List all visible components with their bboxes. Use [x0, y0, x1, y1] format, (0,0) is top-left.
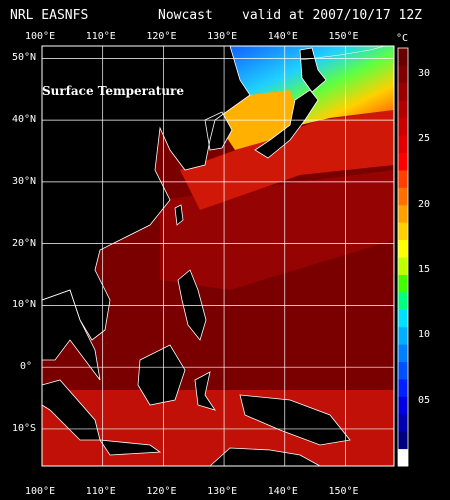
- lat-label: 0°: [20, 361, 33, 373]
- colorbar-swatch: [398, 100, 408, 119]
- colorbar-tick-label: 20: [418, 198, 431, 210]
- land-japan: [255, 90, 318, 158]
- colorbar-tick-label: 30: [418, 68, 431, 80]
- lat-label: 20°N: [12, 237, 37, 249]
- lon-label: 110°E: [85, 31, 116, 42]
- colorbar-swatch: [398, 413, 408, 432]
- land-australia-north: [210, 448, 320, 466]
- lon-label: 140°E: [267, 486, 298, 497]
- land-taiwan: [175, 205, 183, 225]
- land-korea: [205, 112, 232, 150]
- colorbar-frame: [397, 47, 409, 467]
- colorbar-swatch: [398, 204, 408, 223]
- lat-label: 40°N: [12, 114, 37, 126]
- lon-label: 140°E: [267, 31, 298, 42]
- lon-label: 110°E: [85, 486, 116, 497]
- colorbar-swatch: [398, 117, 408, 136]
- lon-label: 120°E: [146, 31, 177, 42]
- colorbar-swatch: [398, 344, 408, 362]
- colorbar-swatch: [398, 431, 408, 450]
- lon-label: 150°E: [328, 486, 359, 497]
- land-sumatra: [42, 380, 100, 440]
- lon-label: 100°E: [25, 31, 56, 42]
- colorbar-swatch: [398, 152, 408, 171]
- colorbar-tick-label: 15: [418, 264, 431, 276]
- header-valid-time: valid at 2007/10/17 12Z: [242, 8, 423, 23]
- land-philippines: [178, 270, 206, 340]
- colorbar-swatch: [398, 326, 408, 345]
- colorbar-swatch: [398, 135, 408, 153]
- lat-label: 50°N: [12, 52, 37, 64]
- colorbar-tick-label: 10: [418, 329, 431, 341]
- colorbar-swatch: [398, 65, 408, 84]
- colorbar: [397, 47, 409, 467]
- colorbar-swatch: [398, 309, 408, 328]
- lat-label: 10°S: [12, 422, 37, 434]
- land-new-guinea: [240, 395, 350, 445]
- colorbar-tick-label: 05: [418, 394, 431, 406]
- colorbar-swatch: [398, 82, 408, 101]
- colorbar-swatch: [398, 361, 408, 380]
- colorbar-swatch: [398, 48, 408, 66]
- header-source: NRL EASNFS: [10, 8, 89, 23]
- colorbar-swatch: [398, 274, 408, 293]
- colorbar-tick-label: 25: [418, 133, 431, 145]
- lon-label: 120°E: [146, 486, 177, 497]
- lon-label: 150°E: [328, 31, 359, 42]
- lon-label: 100°E: [25, 486, 56, 497]
- lon-label: 130°E: [207, 486, 238, 497]
- colorbar-swatch: [398, 257, 408, 275]
- header-product: Nowcast: [158, 8, 213, 23]
- lon-label: 130°E: [207, 31, 238, 42]
- colorbar-swatch: [398, 378, 408, 397]
- kuroshio-band: [180, 110, 394, 210]
- land-sulawesi: [195, 372, 215, 410]
- land-java: [100, 440, 160, 455]
- lat-label: 10°N: [12, 299, 37, 311]
- lat-label: 30°N: [12, 175, 37, 187]
- map-frame: [41, 45, 395, 467]
- colorbar-unit: °C: [396, 33, 409, 44]
- land-borneo: [138, 345, 185, 405]
- graticule: [41, 46, 394, 466]
- colorbar-swatch: [398, 396, 408, 415]
- colorbar-swatch: [398, 291, 408, 310]
- colorbar-swatch: [398, 187, 408, 206]
- map-title: Surface Temperature: [42, 84, 185, 98]
- colorbar-swatch: [398, 222, 408, 241]
- colorbar-swatch: [398, 239, 408, 258]
- colorbar-swatch: [398, 169, 408, 188]
- land-asia-mainland: [42, 46, 250, 340]
- coastlines: [41, 45, 386, 467]
- colorbar-swatch: [398, 448, 408, 467]
